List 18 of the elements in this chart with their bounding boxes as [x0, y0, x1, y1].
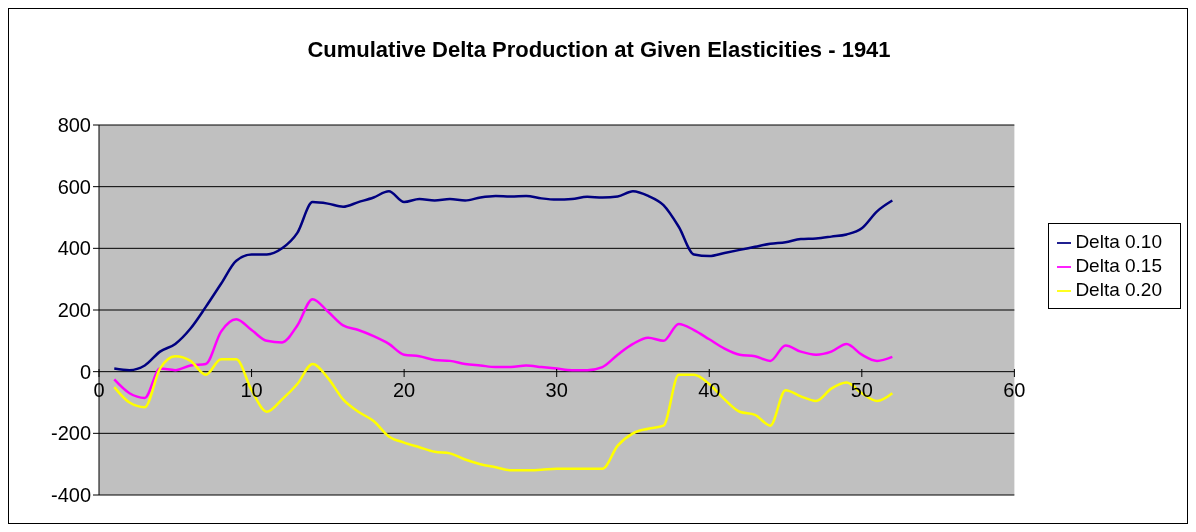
x-tick-label: 20 — [393, 379, 416, 401]
legend-label: Delta 0.15 — [1075, 255, 1162, 276]
chart-title: Cumulative Delta Production at Given Elasticities - 1941 — [306, 37, 892, 63]
x-tick-label: 30 — [545, 379, 568, 401]
x-tick-label: 0 — [93, 379, 105, 401]
y-tick-label: 200 — [57, 299, 91, 322]
y-tick-label: 800 — [57, 114, 91, 137]
y-tick-label: -200 — [50, 422, 91, 445]
legend-label: Delta 0.20 — [1075, 279, 1162, 300]
y-tick-label: 0 — [79, 360, 91, 383]
legend-label: Delta 0.10 — [1075, 231, 1162, 252]
line-series — [113, 355, 894, 472]
x-tick-label: 60 — [1003, 379, 1026, 401]
y-tick-label: 600 — [57, 175, 91, 198]
y-tick-label: -400 — [50, 484, 91, 507]
line-series — [113, 297, 894, 400]
line-series — [113, 190, 894, 372]
y-tick-label: 400 — [57, 237, 91, 260]
